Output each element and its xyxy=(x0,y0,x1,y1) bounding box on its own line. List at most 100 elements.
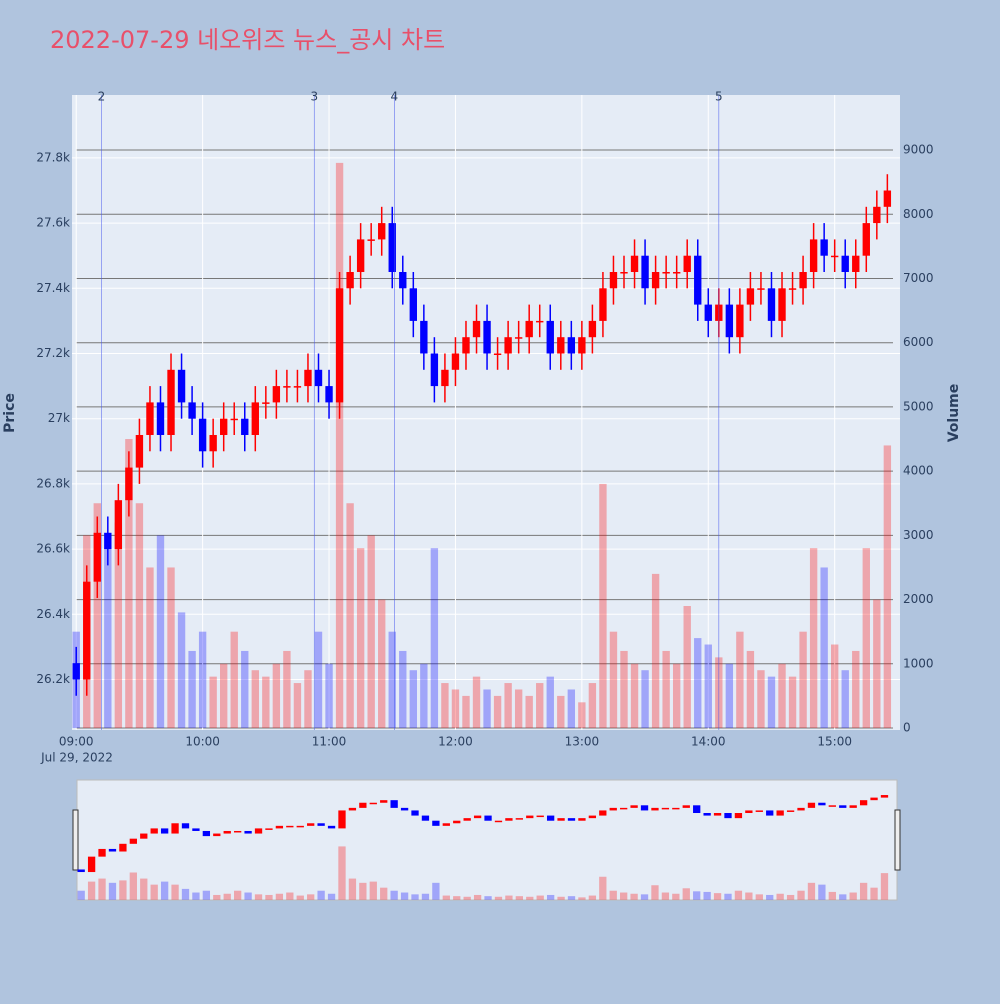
slider-candle xyxy=(745,810,753,814)
slider-volume-bar xyxy=(192,892,200,900)
candle-body xyxy=(283,386,291,388)
volume-bar xyxy=(767,676,776,729)
volume-bar xyxy=(736,631,744,729)
volume-bar xyxy=(430,548,439,729)
slider-volume-bar xyxy=(776,893,784,900)
candle-body xyxy=(567,337,576,354)
candle-body xyxy=(809,239,818,273)
candle-body xyxy=(514,337,523,339)
candle-body xyxy=(104,532,112,550)
candle-body xyxy=(799,272,807,289)
volume-bar xyxy=(304,670,312,729)
candle-body xyxy=(630,255,639,273)
y-axis-title: Price xyxy=(2,393,18,433)
slider-candle xyxy=(807,802,816,808)
range-slider[interactable] xyxy=(76,779,898,901)
candle-body xyxy=(662,272,670,274)
volume-bar xyxy=(525,695,533,729)
slider-volume-bar xyxy=(724,893,732,900)
candle-body xyxy=(304,369,312,387)
slider-candle xyxy=(620,807,628,810)
slider-candle xyxy=(713,813,722,816)
volume-bar xyxy=(546,676,554,729)
volume-bar xyxy=(514,689,523,729)
volume-bar xyxy=(757,670,765,729)
candle-body xyxy=(536,320,544,323)
candle-body xyxy=(72,663,80,680)
volume-bar xyxy=(230,631,238,729)
slider-candle xyxy=(202,830,211,837)
slider-candle xyxy=(87,856,96,873)
candle-body xyxy=(873,206,881,224)
slider-volume-bar xyxy=(515,896,523,900)
volume-bar xyxy=(578,702,586,729)
slider-volume-bar xyxy=(828,891,836,900)
slider-candle xyxy=(588,815,597,819)
slider-volume-bar xyxy=(567,896,576,900)
slider-volume-bar xyxy=(369,881,377,900)
volume-bar xyxy=(114,522,123,729)
slider-candle xyxy=(213,833,221,837)
slider-volume-bar xyxy=(880,873,889,900)
slider-candle xyxy=(359,802,367,808)
slider-handle[interactable] xyxy=(72,809,79,871)
volume-bar xyxy=(156,535,165,729)
slider-candle xyxy=(567,818,576,821)
volume-bar xyxy=(831,644,839,729)
candle-body xyxy=(462,337,470,354)
candle-body xyxy=(262,402,270,404)
volume-bar xyxy=(588,683,597,729)
slider-volume-bar xyxy=(77,890,85,900)
slider-volume-bar xyxy=(786,894,795,900)
candle-body xyxy=(135,434,144,468)
slider-volume-bar xyxy=(766,894,774,900)
volume-bar xyxy=(462,695,470,729)
slider-candle xyxy=(108,848,117,852)
volume-bar xyxy=(599,483,607,729)
slider-candle xyxy=(119,843,127,852)
candle-body xyxy=(588,320,597,338)
slider-candle xyxy=(275,825,284,829)
slider-candle xyxy=(432,820,440,826)
volume-bar xyxy=(167,567,175,729)
volume-bar xyxy=(651,573,660,729)
x-tick-label: 10:00 xyxy=(185,735,220,749)
volume-bar xyxy=(378,599,386,729)
slider-candle xyxy=(776,810,784,816)
slider-candle xyxy=(348,807,357,811)
slider-candle xyxy=(672,807,680,810)
volume-bar xyxy=(609,631,618,729)
slider-candle xyxy=(296,825,304,828)
slider-candle xyxy=(578,818,586,821)
slider-volume-bar xyxy=(244,892,252,900)
slider-handle[interactable] xyxy=(894,809,901,871)
volume-bar xyxy=(694,638,702,729)
slider-candle xyxy=(755,810,763,812)
slider-volume-bar xyxy=(442,895,450,900)
volume-bar xyxy=(725,663,734,729)
slider-volume-bar xyxy=(213,894,221,900)
candle-body xyxy=(230,418,238,421)
slider-candle xyxy=(181,823,190,829)
volume-bar xyxy=(198,631,207,729)
slider-candle xyxy=(77,869,85,873)
slider-candle xyxy=(421,815,430,821)
volume-bar xyxy=(325,663,333,729)
candle-body xyxy=(746,288,755,305)
slider-candle xyxy=(682,805,690,808)
slider-volume-bar xyxy=(713,893,722,900)
volume-bar xyxy=(536,683,544,729)
candle-body xyxy=(831,255,839,258)
x-tick-label: 09:00 xyxy=(59,735,94,749)
slider-volume-bar xyxy=(129,872,137,900)
volume-bar xyxy=(493,695,502,729)
annotation-label: 5 xyxy=(715,90,723,104)
slider-candle xyxy=(859,800,868,806)
slider-volume-bar xyxy=(682,888,690,900)
slider-candle xyxy=(505,818,513,821)
slider-volume-bar xyxy=(338,846,346,900)
slider-volume-bar xyxy=(181,888,190,900)
slider-candle xyxy=(453,820,461,824)
slider-volume-bar xyxy=(327,893,336,900)
slider-volume-bar xyxy=(661,892,670,900)
